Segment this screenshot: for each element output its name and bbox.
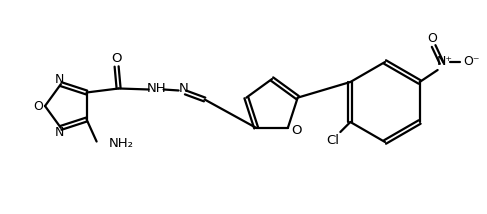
Text: N: N: [55, 73, 65, 86]
Text: O: O: [428, 31, 438, 45]
Text: NH: NH: [147, 82, 167, 95]
Text: O: O: [292, 124, 302, 137]
Text: N: N: [55, 126, 65, 139]
Text: Cl: Cl: [326, 135, 339, 147]
Text: NH₂: NH₂: [109, 137, 133, 150]
Text: O⁻: O⁻: [464, 55, 480, 67]
Text: N: N: [179, 82, 188, 95]
Text: O: O: [33, 100, 43, 113]
Text: N⁺: N⁺: [437, 55, 452, 67]
Text: O: O: [112, 52, 122, 65]
